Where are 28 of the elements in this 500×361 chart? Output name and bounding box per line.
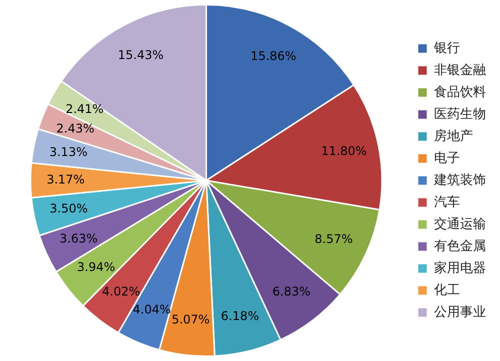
legend-label: 化工 [434,282,460,298]
legend-label: 汽车 [434,194,460,210]
legend-label: 房地产 [434,128,473,144]
data-label: 3.63% [60,232,98,246]
legend-label: 医药生物 [434,106,486,122]
legend-label: 建筑装饰 [433,172,486,188]
legend-label: 食品饮料 [434,84,486,100]
data-label: 2.41% [66,102,104,116]
data-label: 15.86% [250,49,296,64]
data-label: 2.43% [56,121,94,136]
data-label: 6.18% [220,309,260,324]
data-label: 3.17% [46,172,85,186]
data-label: 3.50% [50,202,88,216]
data-label: 5.07% [172,312,210,326]
data-label: 15.43% [118,48,164,62]
data-label: 6.83% [272,284,310,298]
legend-label: 有色金属 [434,238,486,254]
legend-label: 公用事业 [434,304,486,320]
legend-label: 银行 [433,40,460,56]
legend-label: 交通运输 [434,216,486,232]
legend-label: 家用电器 [434,260,486,276]
data-label: 3.13% [49,144,88,159]
data-label: 8.57% [314,232,353,246]
data-label: 4.02% [102,284,140,299]
data-label: 3.94% [77,260,116,274]
data-label: 11.80% [321,144,367,158]
legend-label: 非银金融 [434,62,486,78]
legend-label: 电子 [434,150,460,166]
